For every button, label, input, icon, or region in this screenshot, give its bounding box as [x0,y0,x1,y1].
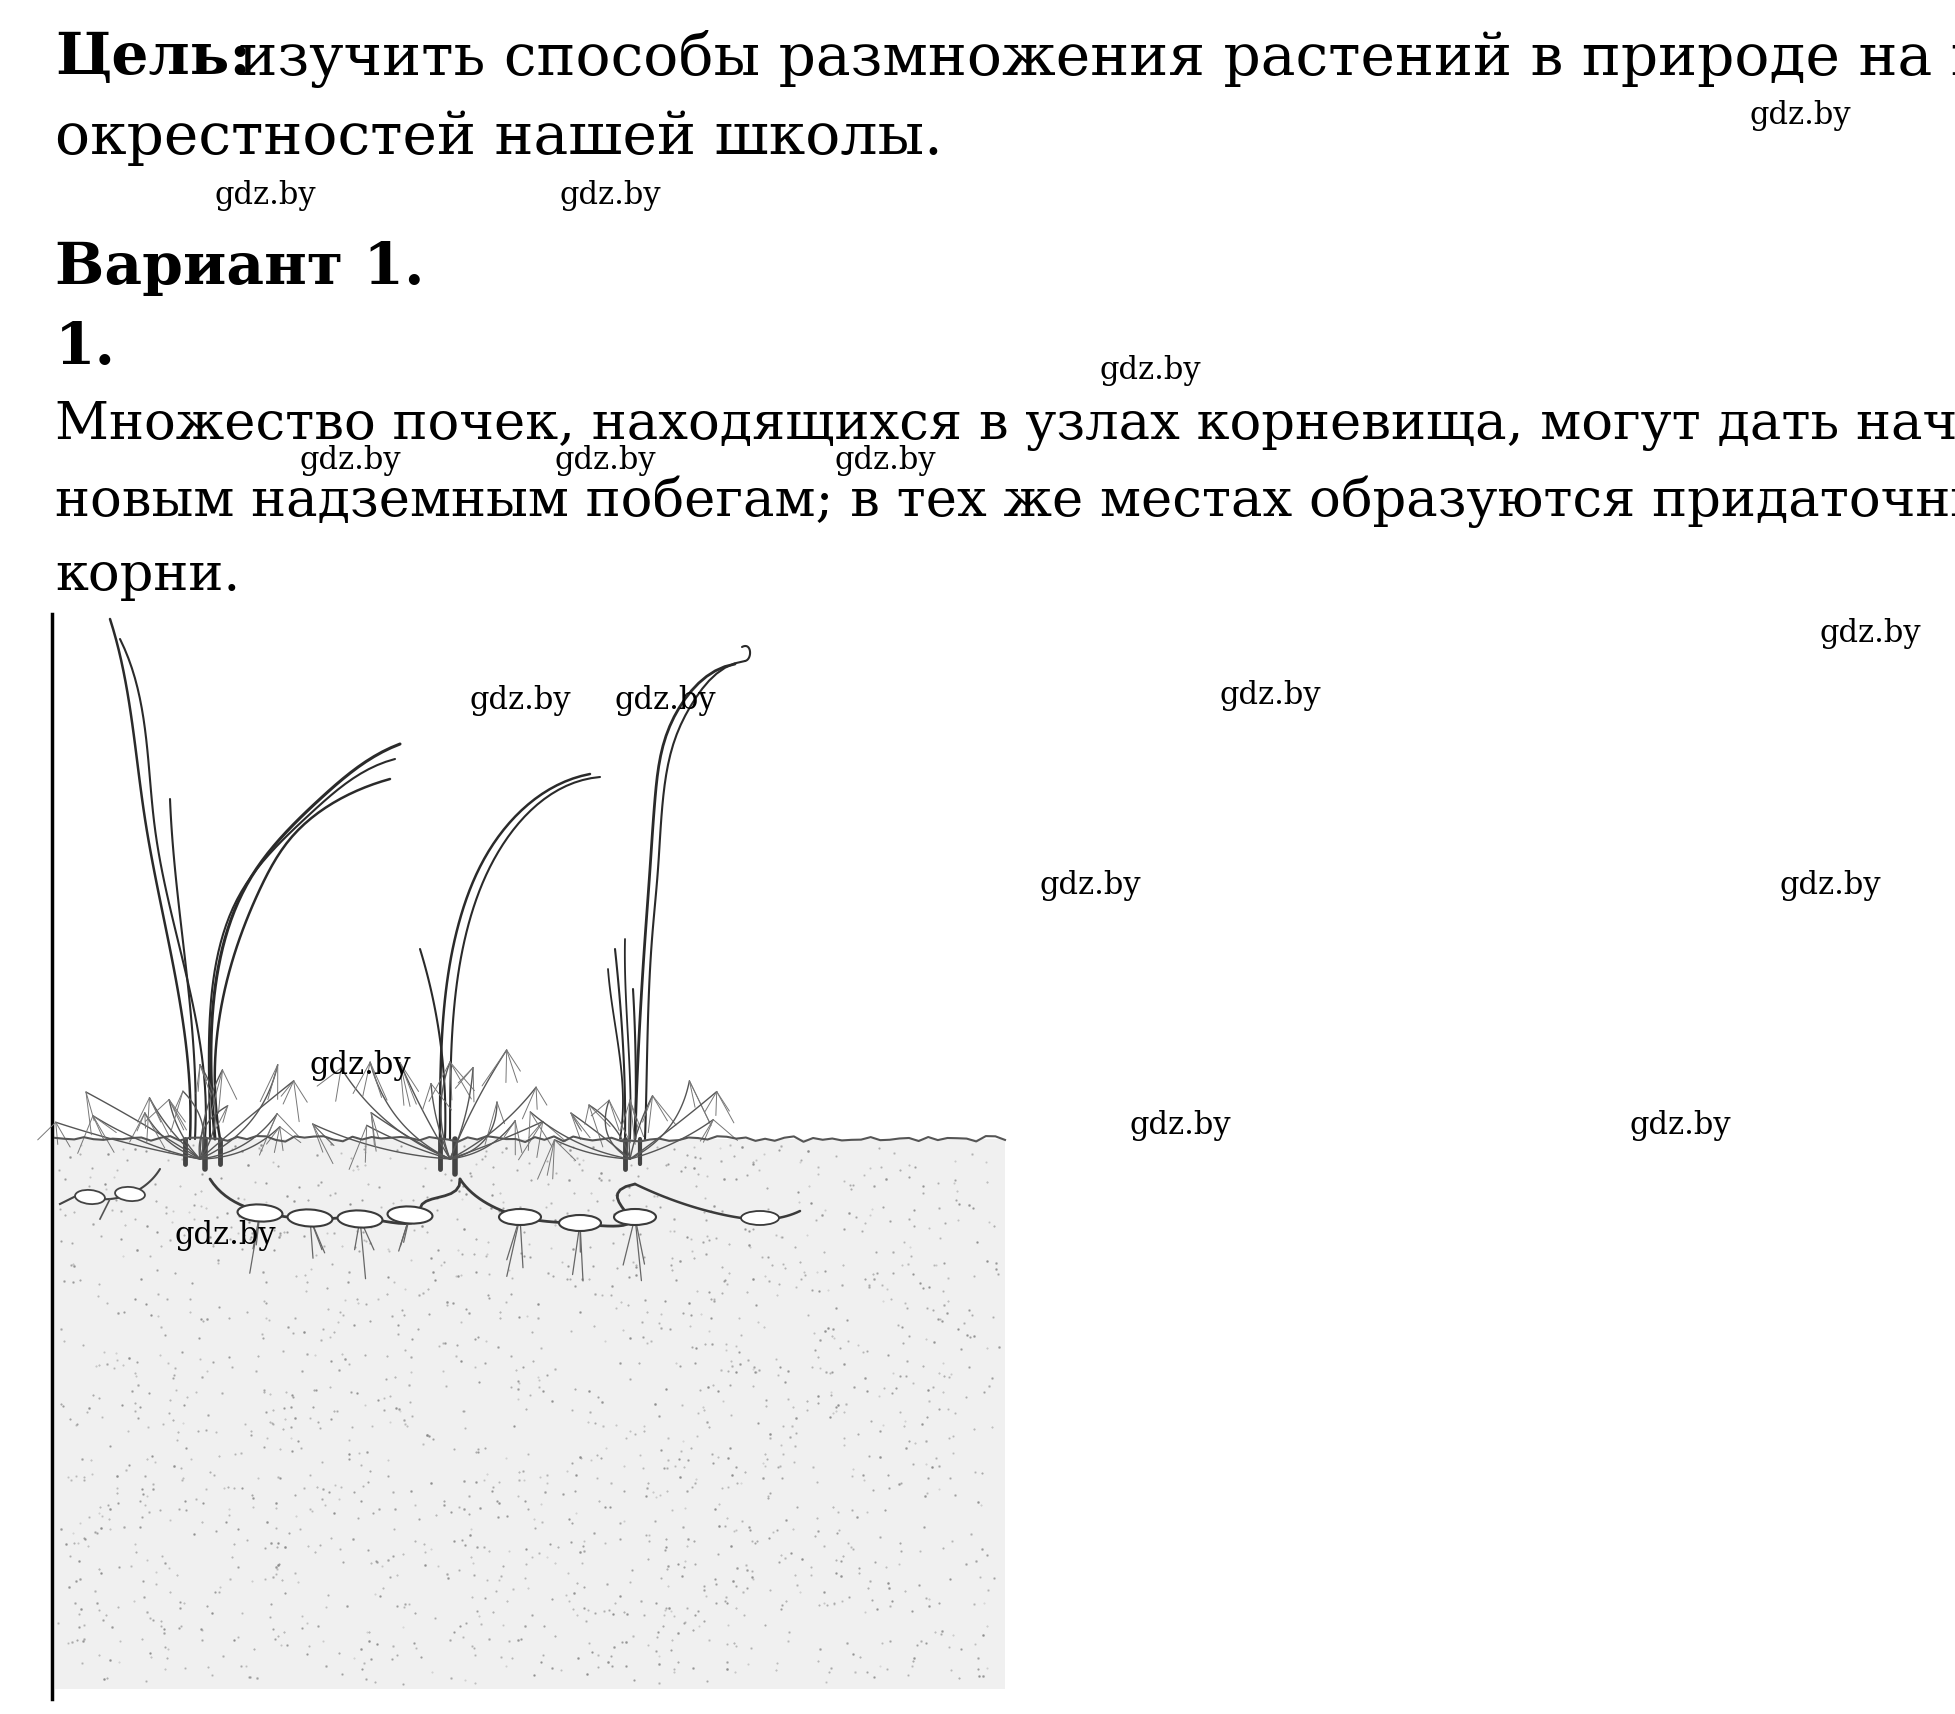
Ellipse shape [387,1207,432,1224]
Text: gdz.by: gdz.by [176,1219,276,1250]
Text: gdz.by: gdz.by [1630,1109,1732,1140]
Text: gdz.by: gdz.by [559,180,661,211]
Text: Вариант 1.: Вариант 1. [55,240,424,297]
Text: gdz.by: gdz.by [555,444,657,476]
Text: gdz.by: gdz.by [215,180,317,211]
Text: gdz.by: gdz.by [1779,869,1881,900]
Text: новым надземным побегам; в тех же местах образуются придаточные: новым надземным побегам; в тех же местах… [55,475,1955,528]
Text: 1.: 1. [55,321,115,375]
Text: gdz.by: gdz.by [1040,869,1142,900]
Text: gdz.by: gdz.by [311,1049,413,1080]
Text: gdz.by: gdz.by [835,444,936,476]
Bar [55,1140,1005,1688]
Text: gdz.by: gdz.by [1750,99,1851,130]
Text: окрестностей нашей школы.: окрестностей нашей школы. [55,110,942,166]
Ellipse shape [559,1215,600,1231]
Text: gdz.by: gdz.by [616,684,717,715]
Text: gdz.by: gdz.by [299,444,401,476]
Ellipse shape [74,1190,106,1205]
Ellipse shape [499,1210,542,1226]
Text: gdz.by: gdz.by [469,684,571,715]
Text: корни.: корни. [55,550,240,600]
Text: gdz.by: gdz.by [1220,680,1322,711]
Ellipse shape [115,1188,145,1202]
Text: Множество почек, находящихся в узлах корневища, могут дать начало: Множество почек, находящихся в узлах кор… [55,399,1955,451]
Text: изучить способы размножения растений в природе на примере: изучить способы размножения растений в п… [221,29,1955,87]
Text: gdz.by: gdz.by [1101,355,1202,386]
Ellipse shape [614,1210,657,1226]
Ellipse shape [287,1210,332,1227]
Text: Цель:: Цель: [55,29,250,86]
Text: gdz.by: gdz.by [1130,1109,1232,1140]
Ellipse shape [237,1205,282,1222]
Ellipse shape [741,1212,778,1226]
Ellipse shape [338,1210,383,1227]
Text: gdz.by: gdz.by [1820,617,1922,648]
